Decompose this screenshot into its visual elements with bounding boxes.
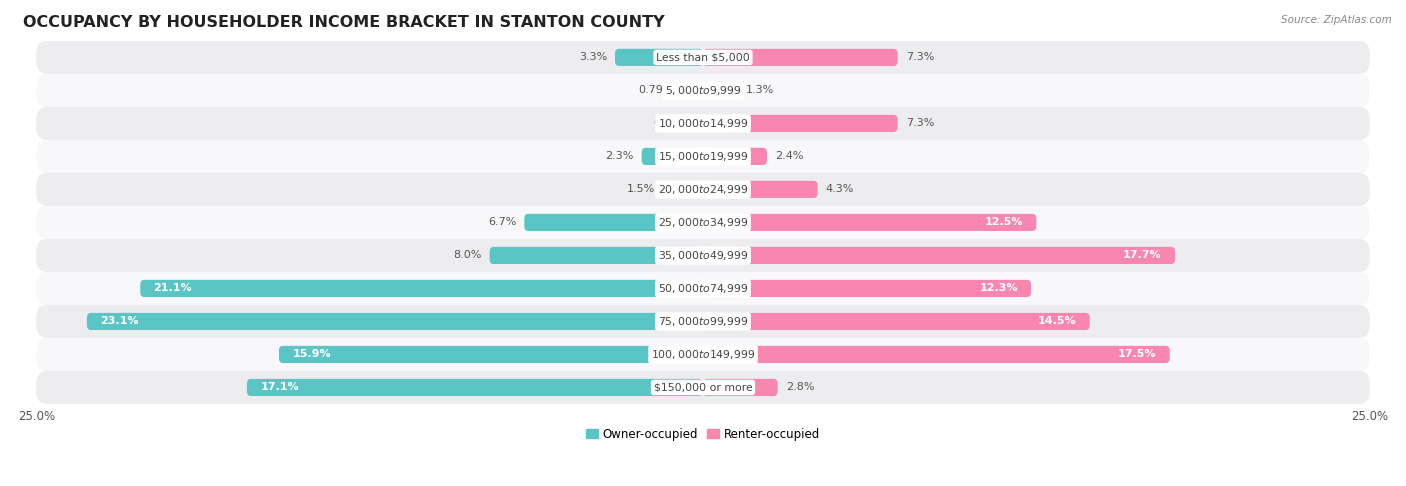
FancyBboxPatch shape — [664, 181, 703, 198]
FancyBboxPatch shape — [37, 140, 1369, 173]
FancyBboxPatch shape — [37, 272, 1369, 305]
Text: $35,000 to $49,999: $35,000 to $49,999 — [658, 249, 748, 262]
Text: 0.79%: 0.79% — [638, 86, 673, 95]
FancyBboxPatch shape — [703, 181, 818, 198]
FancyBboxPatch shape — [247, 379, 703, 396]
Text: 17.5%: 17.5% — [1118, 349, 1156, 360]
Text: 3.3%: 3.3% — [579, 52, 607, 62]
FancyBboxPatch shape — [703, 49, 897, 66]
Text: 21.1%: 21.1% — [153, 283, 193, 294]
Text: 17.1%: 17.1% — [260, 382, 299, 393]
FancyBboxPatch shape — [37, 371, 1369, 404]
Text: $100,000 to $149,999: $100,000 to $149,999 — [651, 348, 755, 361]
Text: 2.8%: 2.8% — [786, 382, 814, 393]
FancyBboxPatch shape — [641, 148, 703, 165]
FancyBboxPatch shape — [703, 148, 768, 165]
FancyBboxPatch shape — [37, 74, 1369, 107]
FancyBboxPatch shape — [703, 247, 1175, 264]
Text: 6.7%: 6.7% — [488, 217, 516, 227]
Text: $15,000 to $19,999: $15,000 to $19,999 — [658, 150, 748, 163]
FancyBboxPatch shape — [278, 346, 703, 363]
FancyBboxPatch shape — [37, 206, 1369, 239]
FancyBboxPatch shape — [87, 313, 703, 330]
Text: $20,000 to $24,999: $20,000 to $24,999 — [658, 183, 748, 196]
FancyBboxPatch shape — [703, 214, 1036, 231]
FancyBboxPatch shape — [697, 115, 703, 132]
Text: 12.5%: 12.5% — [984, 217, 1024, 227]
FancyBboxPatch shape — [614, 49, 703, 66]
Text: 17.7%: 17.7% — [1123, 250, 1161, 260]
FancyBboxPatch shape — [37, 338, 1369, 371]
Text: $10,000 to $14,999: $10,000 to $14,999 — [658, 117, 748, 130]
FancyBboxPatch shape — [524, 214, 703, 231]
Text: $5,000 to $9,999: $5,000 to $9,999 — [665, 84, 741, 97]
FancyBboxPatch shape — [703, 379, 778, 396]
Text: 8.0%: 8.0% — [453, 250, 482, 260]
Text: 12.3%: 12.3% — [979, 283, 1018, 294]
Text: $150,000 or more: $150,000 or more — [654, 382, 752, 393]
Legend: Owner-occupied, Renter-occupied: Owner-occupied, Renter-occupied — [581, 423, 825, 445]
FancyBboxPatch shape — [703, 313, 1090, 330]
Text: $50,000 to $74,999: $50,000 to $74,999 — [658, 282, 748, 295]
Text: 15.9%: 15.9% — [292, 349, 330, 360]
FancyBboxPatch shape — [37, 173, 1369, 206]
FancyBboxPatch shape — [37, 107, 1369, 140]
Text: Less than $5,000: Less than $5,000 — [657, 52, 749, 62]
Text: $75,000 to $99,999: $75,000 to $99,999 — [658, 315, 748, 328]
Text: 7.3%: 7.3% — [905, 119, 934, 128]
FancyBboxPatch shape — [703, 115, 897, 132]
FancyBboxPatch shape — [37, 41, 1369, 74]
Text: 2.3%: 2.3% — [605, 152, 634, 161]
Text: 1.5%: 1.5% — [627, 184, 655, 194]
FancyBboxPatch shape — [489, 247, 703, 264]
Text: 7.3%: 7.3% — [905, 52, 934, 62]
FancyBboxPatch shape — [37, 305, 1369, 338]
FancyBboxPatch shape — [703, 82, 738, 99]
Text: 0.23%: 0.23% — [654, 119, 689, 128]
FancyBboxPatch shape — [703, 280, 1031, 297]
Text: Source: ZipAtlas.com: Source: ZipAtlas.com — [1281, 15, 1392, 25]
Text: 4.3%: 4.3% — [825, 184, 853, 194]
Text: 14.5%: 14.5% — [1038, 316, 1077, 327]
Text: $25,000 to $34,999: $25,000 to $34,999 — [658, 216, 748, 229]
Text: 23.1%: 23.1% — [100, 316, 139, 327]
FancyBboxPatch shape — [37, 239, 1369, 272]
FancyBboxPatch shape — [682, 82, 703, 99]
Text: 2.4%: 2.4% — [775, 152, 803, 161]
Text: 1.3%: 1.3% — [745, 86, 773, 95]
Text: OCCUPANCY BY HOUSEHOLDER INCOME BRACKET IN STANTON COUNTY: OCCUPANCY BY HOUSEHOLDER INCOME BRACKET … — [22, 15, 665, 30]
FancyBboxPatch shape — [141, 280, 703, 297]
FancyBboxPatch shape — [703, 346, 1170, 363]
